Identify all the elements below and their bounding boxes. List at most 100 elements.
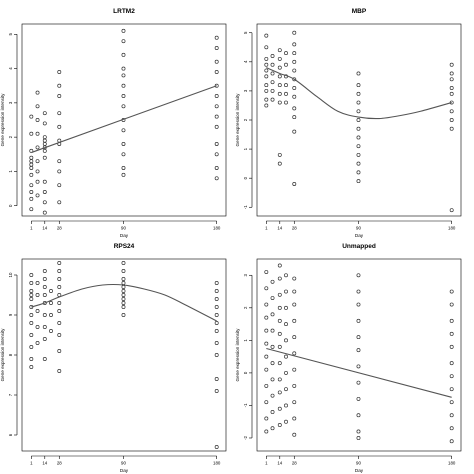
data-point xyxy=(29,357,34,361)
data-point xyxy=(292,432,297,437)
data-point xyxy=(214,313,219,317)
data-point xyxy=(277,91,282,96)
data-point xyxy=(214,377,219,381)
data-point xyxy=(49,329,53,333)
data-point xyxy=(264,302,269,307)
data-point xyxy=(449,86,454,90)
data-point xyxy=(277,83,282,88)
data-point xyxy=(284,370,288,375)
data-point xyxy=(277,361,282,366)
y-axis-label: Gene expression intensity xyxy=(235,328,240,382)
data-point xyxy=(356,152,361,157)
data-point xyxy=(284,419,288,424)
data-point xyxy=(214,297,219,301)
data-point xyxy=(57,309,62,313)
data-point xyxy=(29,313,34,317)
x-tick-label: 180 xyxy=(213,226,221,231)
data-point xyxy=(29,365,34,369)
data-point xyxy=(356,348,361,353)
data-point xyxy=(264,400,269,405)
data-point xyxy=(449,109,454,114)
data-point xyxy=(264,315,269,320)
data-point xyxy=(214,124,219,129)
data-point xyxy=(449,77,454,82)
data-point xyxy=(270,393,275,398)
data-point xyxy=(284,387,288,392)
x-tick-label: 180 xyxy=(448,461,456,466)
data-point xyxy=(270,344,275,349)
data-point xyxy=(277,423,282,427)
data-point xyxy=(121,293,126,297)
y-tick-label: 3 xyxy=(243,273,248,276)
data-point xyxy=(121,281,126,285)
y-tick-label: 10 xyxy=(8,272,13,277)
data-point xyxy=(42,190,47,194)
data-point xyxy=(42,277,47,281)
y-tick-label: 5 xyxy=(243,31,248,34)
x-tick-label: 28 xyxy=(292,461,297,466)
data-point xyxy=(57,277,62,281)
data-point xyxy=(264,45,269,50)
data-point xyxy=(121,285,126,289)
data-point xyxy=(292,367,297,372)
data-point xyxy=(292,68,297,73)
data-point xyxy=(214,289,219,293)
data-point xyxy=(35,293,40,297)
data-point xyxy=(42,313,47,317)
data-point xyxy=(57,333,62,337)
data-point xyxy=(356,289,361,294)
data-point xyxy=(121,289,126,293)
data-point xyxy=(29,207,34,212)
data-point xyxy=(356,436,361,440)
y-axis-label: Gene expression intensity xyxy=(235,93,240,147)
data-point xyxy=(42,148,47,153)
y-tick-label: 2 xyxy=(243,118,248,121)
data-point xyxy=(29,297,34,301)
y-tick-label: 3 xyxy=(243,89,248,92)
data-point xyxy=(214,142,219,146)
data-point xyxy=(277,263,282,268)
data-point xyxy=(356,413,361,418)
y-tick-label: 5 xyxy=(8,33,13,36)
data-point xyxy=(121,313,126,317)
data-point xyxy=(292,30,297,35)
data-point xyxy=(49,313,53,317)
fit-line xyxy=(266,67,452,120)
x-tick-label: 180 xyxy=(448,226,456,231)
data-point xyxy=(277,100,282,105)
y-tick-label: 4 xyxy=(8,67,13,70)
data-point xyxy=(57,301,62,305)
data-point xyxy=(121,128,126,133)
data-point xyxy=(121,66,126,71)
data-point xyxy=(284,51,288,56)
data-point xyxy=(284,273,288,278)
chart-title: RPS24 xyxy=(114,243,135,250)
data-point xyxy=(29,114,34,119)
data-point xyxy=(277,161,282,166)
data-point xyxy=(449,318,454,323)
data-point xyxy=(214,353,219,357)
y-axis-label: Gene expression intensity xyxy=(0,328,5,382)
data-point xyxy=(42,357,47,361)
x-tick-label: 90 xyxy=(121,226,126,231)
data-point xyxy=(29,293,34,297)
data-point xyxy=(277,331,282,336)
data-point xyxy=(284,100,288,105)
data-point xyxy=(270,80,275,85)
data-point xyxy=(29,131,34,136)
data-point xyxy=(214,329,219,333)
x-tick-label: 14 xyxy=(277,226,282,231)
y-tick-label: 0 xyxy=(8,204,13,207)
data-point xyxy=(49,301,53,305)
data-point xyxy=(35,90,40,95)
data-point xyxy=(264,56,269,61)
data-point xyxy=(277,292,282,297)
data-point xyxy=(277,48,282,53)
data-point xyxy=(57,269,62,273)
data-point xyxy=(277,305,282,310)
data-point xyxy=(284,403,288,408)
data-point xyxy=(57,321,62,325)
data-point xyxy=(356,118,361,122)
data-point xyxy=(35,104,40,109)
